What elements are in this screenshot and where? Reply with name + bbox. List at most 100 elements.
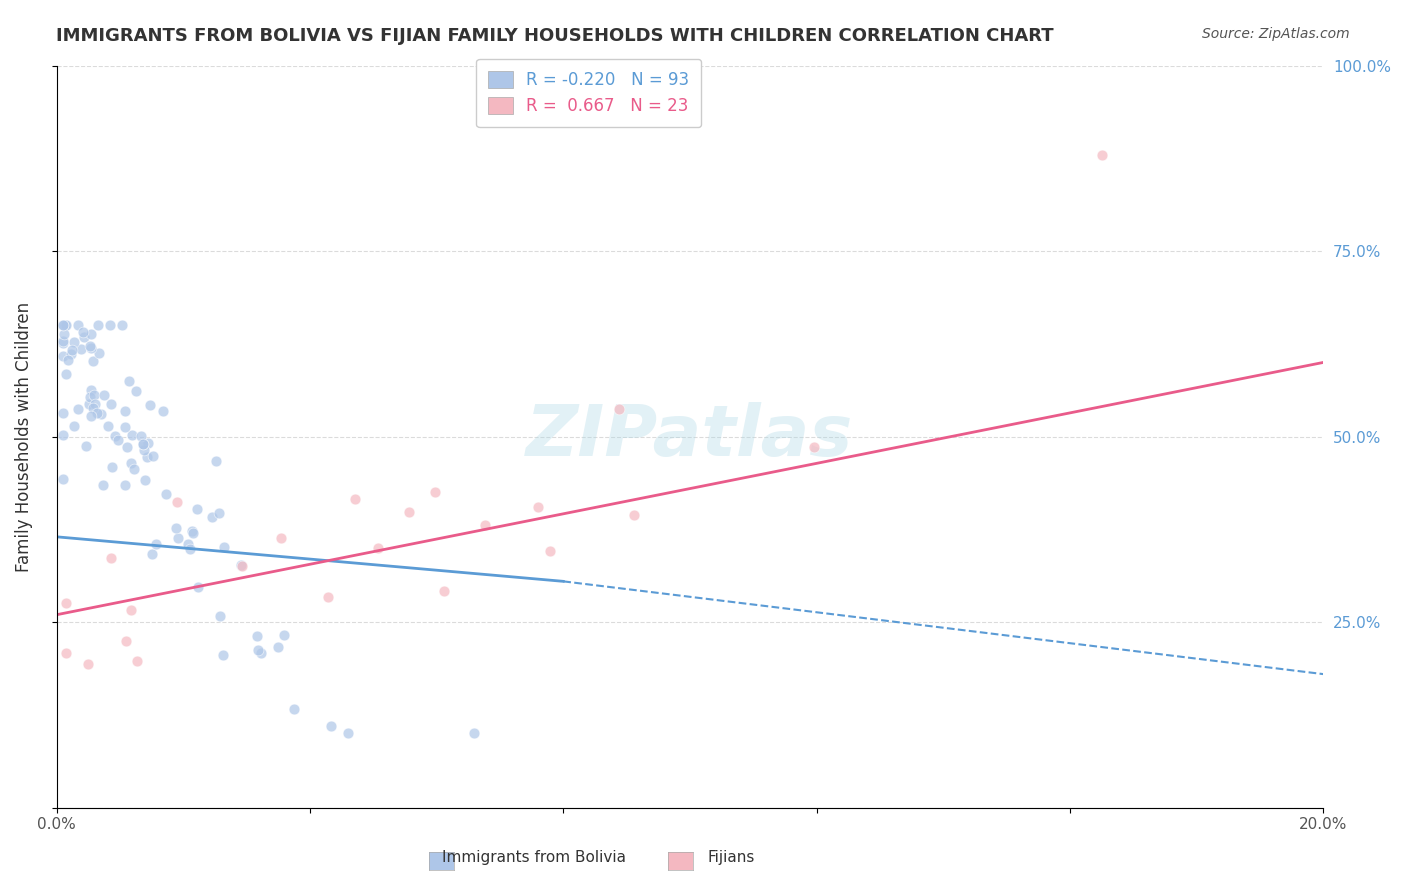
Point: [79, 390, 101, 404]
Point: [166, 495, 188, 509]
Point: [367, 541, 389, 556]
Point: [145, 537, 167, 551]
Point: [187, 580, 209, 594]
Point: [55, 596, 77, 610]
Point: [135, 450, 157, 465]
Point: [318, 590, 340, 604]
Point: [52, 318, 75, 333]
Point: [55, 318, 77, 333]
Point: [82, 353, 104, 368]
Point: [607, 401, 630, 416]
Point: [212, 541, 235, 555]
Point: [803, 440, 825, 454]
Point: [319, 718, 342, 732]
Point: [107, 434, 129, 448]
Point: [179, 541, 201, 556]
Point: [79, 341, 101, 355]
Point: [120, 456, 142, 470]
Point: [90, 407, 112, 421]
Point: [186, 502, 208, 516]
Point: [115, 440, 138, 454]
Point: [52, 472, 75, 486]
Point: [526, 500, 548, 514]
Point: [80, 409, 103, 424]
Point: [93, 388, 115, 402]
Point: [55, 318, 77, 333]
Point: [155, 486, 177, 500]
Point: [463, 726, 485, 740]
Point: [52, 318, 75, 333]
Point: [60, 343, 83, 358]
Point: [79, 397, 101, 411]
Point: [52, 334, 75, 349]
Point: [273, 628, 295, 642]
Point: [343, 491, 366, 506]
Point: [69, 343, 91, 357]
Point: [181, 524, 204, 538]
Point: [204, 454, 226, 468]
Text: Immigrants from Bolivia: Immigrants from Bolivia: [443, 850, 626, 865]
Point: [72, 325, 94, 339]
Point: [115, 634, 138, 648]
Point: [82, 401, 104, 416]
Point: [136, 436, 159, 450]
Point: [87, 318, 110, 333]
Point: [139, 399, 162, 413]
Point: [103, 429, 125, 443]
Y-axis label: Family Households with Children: Family Households with Children: [15, 301, 32, 572]
Point: [87, 346, 110, 360]
Point: [250, 646, 273, 660]
Point: [231, 558, 253, 573]
Point: [167, 531, 190, 545]
Point: [245, 629, 267, 643]
Point: [538, 543, 561, 558]
Point: [336, 726, 359, 740]
Point: [142, 450, 165, 464]
Point: [66, 318, 89, 333]
Point: [73, 329, 96, 343]
Point: [98, 318, 121, 333]
Point: [62, 419, 84, 434]
Point: [75, 439, 97, 453]
Point: [132, 437, 155, 451]
Point: [1091, 147, 1114, 161]
Point: [80, 327, 103, 342]
Point: [141, 547, 163, 561]
Point: [125, 384, 148, 398]
Point: [165, 520, 187, 534]
Point: [267, 640, 290, 655]
Point: [56, 353, 79, 368]
Point: [118, 374, 141, 388]
Point: [208, 506, 231, 520]
Point: [623, 508, 645, 523]
Point: [131, 429, 153, 443]
Point: [121, 428, 143, 442]
Point: [127, 654, 149, 668]
Text: IMMIGRANTS FROM BOLIVIA VS FIJIAN FAMILY HOUSEHOLDS WITH CHILDREN CORRELATION CH: IMMIGRANTS FROM BOLIVIA VS FIJIAN FAMILY…: [56, 27, 1054, 45]
Point: [114, 477, 136, 491]
Legend: R = -0.220   N = 93, R =  0.667   N = 23: R = -0.220 N = 93, R = 0.667 N = 23: [477, 59, 702, 127]
Point: [100, 551, 122, 566]
Text: Fijians: Fijians: [707, 850, 755, 865]
Point: [100, 397, 122, 411]
Point: [398, 505, 420, 519]
Point: [283, 701, 305, 715]
Point: [66, 402, 89, 417]
Point: [114, 403, 136, 417]
Point: [132, 442, 155, 457]
Point: [52, 349, 75, 363]
Point: [209, 609, 232, 624]
Point: [201, 509, 224, 524]
Point: [134, 473, 156, 487]
Point: [55, 646, 77, 660]
Text: Source: ZipAtlas.com: Source: ZipAtlas.com: [1202, 27, 1350, 41]
Point: [114, 419, 136, 434]
Point: [132, 437, 155, 451]
Point: [52, 427, 75, 442]
Point: [86, 406, 108, 420]
Point: [91, 478, 114, 492]
Point: [433, 584, 456, 599]
Point: [60, 347, 83, 361]
Point: [246, 643, 269, 657]
Text: ZIPatlas: ZIPatlas: [526, 402, 853, 471]
